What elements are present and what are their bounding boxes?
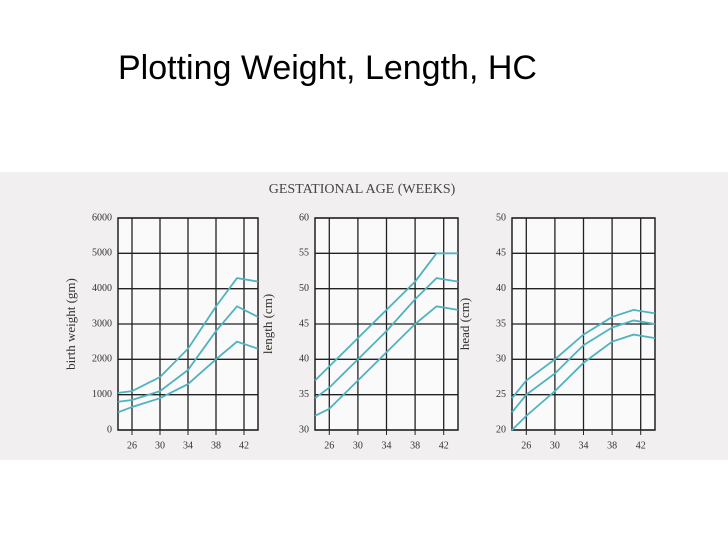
data-line (511, 333, 656, 431)
y-tick-label: 60 (299, 212, 309, 223)
y-tick-label: 40 (299, 354, 309, 365)
data-line (117, 305, 259, 403)
x-tick-label: 42 (636, 440, 646, 451)
data-line (511, 319, 656, 413)
y-tick-label: 40 (496, 283, 506, 294)
x-tick-label: 30 (155, 440, 165, 451)
x-tick-label: 26 (127, 440, 137, 451)
y-tick-label: 5000 (92, 248, 112, 259)
data-line (511, 308, 656, 399)
x-tick-label: 34 (382, 440, 392, 451)
x-tick-label: 34 (183, 440, 193, 451)
data-line (314, 277, 459, 399)
header: GESTATIONAL AGE (WEEKS) (269, 182, 456, 197)
y-tick-label: 0 (107, 424, 112, 435)
x-tick-label: 38 (607, 440, 617, 451)
y-tick-label: 6000 (92, 212, 112, 223)
y-tick-label: 45 (299, 318, 309, 329)
x-tick-label: 26 (521, 440, 531, 451)
y-tick-label: 30 (299, 424, 309, 435)
x-tick-label: 30 (550, 440, 560, 451)
y-tick-label: 55 (299, 248, 309, 259)
slide-title: Plotting Weight, Length, HC (118, 49, 537, 87)
y-tick-label: 1000 (92, 389, 112, 400)
y-axis-label: length (cm) (260, 294, 275, 354)
y-tick-label: 50 (299, 283, 309, 294)
x-tick-label: 38 (410, 440, 420, 451)
y-axis-label: head (cm) (457, 298, 472, 350)
x-tick-label: 30 (353, 440, 363, 451)
y-tick-label: 45 (496, 248, 506, 259)
y-tick-label: 35 (299, 389, 309, 400)
y-tick-label: 3000 (92, 318, 112, 329)
y-tick-label: 30 (496, 354, 506, 365)
x-tick-label: 42 (239, 440, 249, 451)
y-tick-label: 2000 (92, 354, 112, 365)
y-tick-label: 20 (496, 424, 506, 435)
y-tick-label: 35 (496, 318, 506, 329)
x-tick-label: 26 (324, 440, 334, 451)
data-line (117, 340, 259, 414)
data-line (314, 305, 459, 417)
data-line (117, 277, 259, 394)
y-tick-label: 50 (496, 212, 506, 223)
data-line (314, 252, 458, 382)
x-tick-label: 38 (211, 440, 221, 451)
x-tick-label: 34 (579, 440, 589, 451)
y-tick-label: 25 (496, 389, 506, 400)
y-axis-label: birth weight (gm) (63, 278, 78, 370)
x-tick-label: 42 (439, 440, 449, 451)
y-tick-label: 4000 (92, 283, 112, 294)
